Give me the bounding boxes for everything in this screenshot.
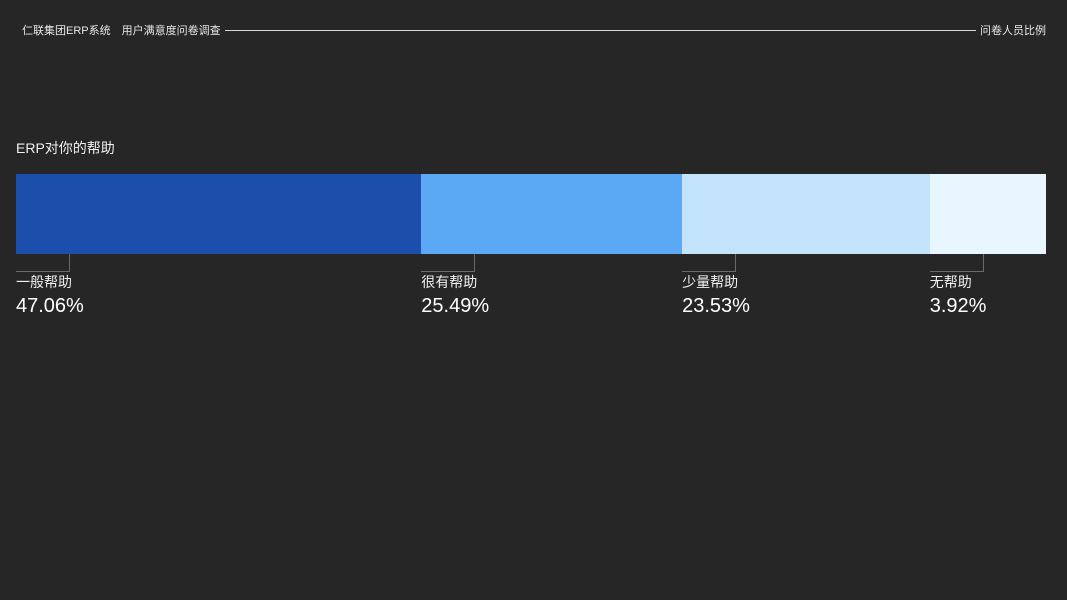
header: 仁联集团ERP系统 用户满意度问卷调查 问卷人员比例 xyxy=(22,22,1046,38)
label-connector xyxy=(682,254,737,272)
category-label: 无帮助 xyxy=(929,274,972,290)
segment-label: 无帮助 3.92% xyxy=(930,273,987,319)
chart-title: ERP对你的帮助 xyxy=(16,140,115,156)
bar-segment xyxy=(16,174,422,254)
segment-label: 少量帮助 23.53% xyxy=(682,273,750,319)
value-label: 3.92% xyxy=(929,295,987,317)
system-name: 仁联集团ERP系统 xyxy=(22,25,111,37)
category-label: 很有帮助 xyxy=(421,274,478,290)
value-label: 47.06% xyxy=(16,295,84,317)
segment-label: 一般帮助 47.06% xyxy=(16,273,84,319)
segment-label: 很有帮助 25.49% xyxy=(421,273,489,319)
category-label: 一般帮助 xyxy=(16,274,72,290)
section-title: 问卷人员比例 xyxy=(980,25,1046,37)
value-label: 25.49% xyxy=(421,295,490,317)
category-label: 少量帮助 xyxy=(682,274,739,290)
bar-segment xyxy=(929,174,1046,254)
label-connector xyxy=(421,254,476,272)
label-connector xyxy=(929,254,984,272)
stacked-bar xyxy=(16,174,1046,254)
bar-segment xyxy=(421,174,683,254)
bar-segment xyxy=(682,174,930,254)
survey-title: 用户满意度问卷调查 xyxy=(121,25,221,37)
label-connector xyxy=(16,254,70,272)
header-divider xyxy=(224,29,976,31)
value-label: 23.53% xyxy=(682,295,750,317)
